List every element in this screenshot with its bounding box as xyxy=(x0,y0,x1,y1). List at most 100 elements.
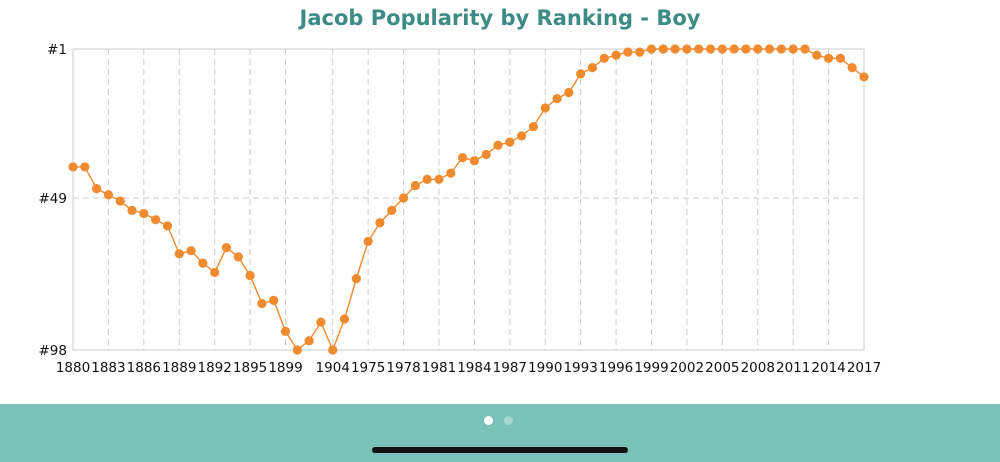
x-tick-label: 1895 xyxy=(233,360,267,376)
data-point[interactable] xyxy=(257,298,267,309)
data-point[interactable] xyxy=(127,205,137,215)
data-point[interactable] xyxy=(694,44,704,54)
data-point[interactable] xyxy=(339,314,350,324)
data-point[interactable] xyxy=(422,174,432,184)
data-point[interactable] xyxy=(387,205,397,215)
data-point[interactable] xyxy=(823,53,834,63)
data-point[interactable] xyxy=(186,246,196,256)
data-point[interactable] xyxy=(505,137,515,147)
data-point[interactable] xyxy=(375,218,385,228)
data-point[interactable] xyxy=(328,345,338,355)
data-point[interactable] xyxy=(304,336,314,346)
data-point[interactable] xyxy=(398,193,409,203)
data-point[interactable] xyxy=(587,63,598,73)
data-point[interactable] xyxy=(540,103,550,113)
x-tick-label: 1999 xyxy=(634,360,668,376)
data-point[interactable] xyxy=(528,121,539,132)
home-indicator-bar[interactable] xyxy=(372,447,628,453)
data-point[interactable] xyxy=(670,44,680,54)
data-point[interactable] xyxy=(115,196,125,206)
data-point[interactable] xyxy=(552,94,562,104)
data-point[interactable] xyxy=(646,44,657,54)
data-point[interactable] xyxy=(481,149,491,160)
data-point[interactable] xyxy=(847,63,857,73)
x-tick-label: 1899 xyxy=(268,360,302,376)
data-point[interactable] xyxy=(469,156,480,166)
x-tick-label: 1978 xyxy=(386,360,420,376)
y-axis-tick-labels: #1 #49 #98 xyxy=(39,42,68,359)
x-tick-label: 1886 xyxy=(127,360,161,376)
data-point[interactable] xyxy=(174,249,184,259)
data-point[interactable] xyxy=(363,236,373,246)
x-tick-label: 1981 xyxy=(422,360,456,376)
x-tick-label: 1987 xyxy=(493,360,527,376)
x-tick-label: 2011 xyxy=(776,360,810,376)
data-point[interactable] xyxy=(776,44,786,54)
data-point[interactable] xyxy=(729,44,739,54)
data-point[interactable] xyxy=(446,168,456,178)
data-point[interactable] xyxy=(611,50,621,60)
data-point[interactable] xyxy=(493,140,503,150)
page-indicator-dot-active[interactable] xyxy=(484,416,493,425)
data-point[interactable] xyxy=(103,190,114,200)
data-point[interactable] xyxy=(221,242,232,253)
x-tick-label: 1993 xyxy=(563,360,597,376)
data-point[interactable] xyxy=(280,326,291,336)
data-point[interactable] xyxy=(198,258,208,268)
page-footer xyxy=(0,404,1000,462)
data-point[interactable] xyxy=(717,44,727,54)
data-point[interactable] xyxy=(151,215,161,225)
data-point[interactable] xyxy=(92,184,102,194)
x-tick-label: 2017 xyxy=(847,360,881,376)
data-point[interactable] xyxy=(351,274,361,284)
data-point[interactable] xyxy=(812,50,822,60)
page-indicator-dot[interactable] xyxy=(504,416,513,425)
x-tick-label: 1880 xyxy=(56,360,90,376)
x-axis-tick-labels: 1880 1883 1886 1889 1892 1895 1899 1904 1975 1978… xyxy=(56,360,881,376)
data-point[interactable] xyxy=(564,87,574,98)
x-tick-label: 1990 xyxy=(528,360,562,376)
x-tick-label: 2005 xyxy=(705,360,739,376)
data-point[interactable] xyxy=(245,270,255,281)
data-point[interactable] xyxy=(517,131,527,141)
data-point[interactable] xyxy=(788,44,798,54)
data-point[interactable] xyxy=(599,53,609,63)
x-tick-label: 2002 xyxy=(670,360,704,376)
chart-title: Jacob Popularity by Ranking - Boy xyxy=(299,6,701,30)
plot-area-border xyxy=(72,48,865,351)
data-point[interactable] xyxy=(753,44,763,54)
data-point[interactable] xyxy=(741,44,751,54)
data-point[interactable] xyxy=(292,345,302,355)
data-point[interactable] xyxy=(68,162,78,172)
data-point[interactable] xyxy=(835,53,845,63)
y-tick-label: #98 xyxy=(39,343,68,359)
data-point[interactable] xyxy=(139,208,149,219)
x-tick-label: 1883 xyxy=(91,360,125,376)
data-point[interactable] xyxy=(859,72,869,82)
data-point[interactable] xyxy=(623,47,633,57)
x-tick-label: 1996 xyxy=(599,360,633,376)
data-point[interactable] xyxy=(233,252,243,262)
x-tick-label: 2008 xyxy=(741,360,775,376)
data-point[interactable] xyxy=(210,267,220,278)
data-point[interactable] xyxy=(705,44,716,54)
data-point[interactable] xyxy=(162,221,173,231)
data-point[interactable] xyxy=(434,174,444,184)
data-point[interactable] xyxy=(764,44,775,54)
data-point[interactable] xyxy=(635,47,645,57)
data-point[interactable] xyxy=(80,162,90,172)
data-point[interactable] xyxy=(316,317,326,327)
x-tick-label: 1904 xyxy=(316,360,350,376)
data-point[interactable] xyxy=(576,69,586,79)
data-point[interactable] xyxy=(658,44,668,54)
x-tick-label: 1889 xyxy=(162,360,196,376)
data-point[interactable] xyxy=(269,295,279,305)
data-point[interactable] xyxy=(457,153,468,163)
data-points xyxy=(68,44,869,355)
data-point[interactable] xyxy=(682,44,692,54)
x-tick-label: 1984 xyxy=(457,360,491,376)
y-tick-label: #49 xyxy=(39,191,68,207)
x-tick-label: 1892 xyxy=(197,360,231,376)
data-point[interactable] xyxy=(800,44,810,54)
data-point[interactable] xyxy=(410,180,420,191)
